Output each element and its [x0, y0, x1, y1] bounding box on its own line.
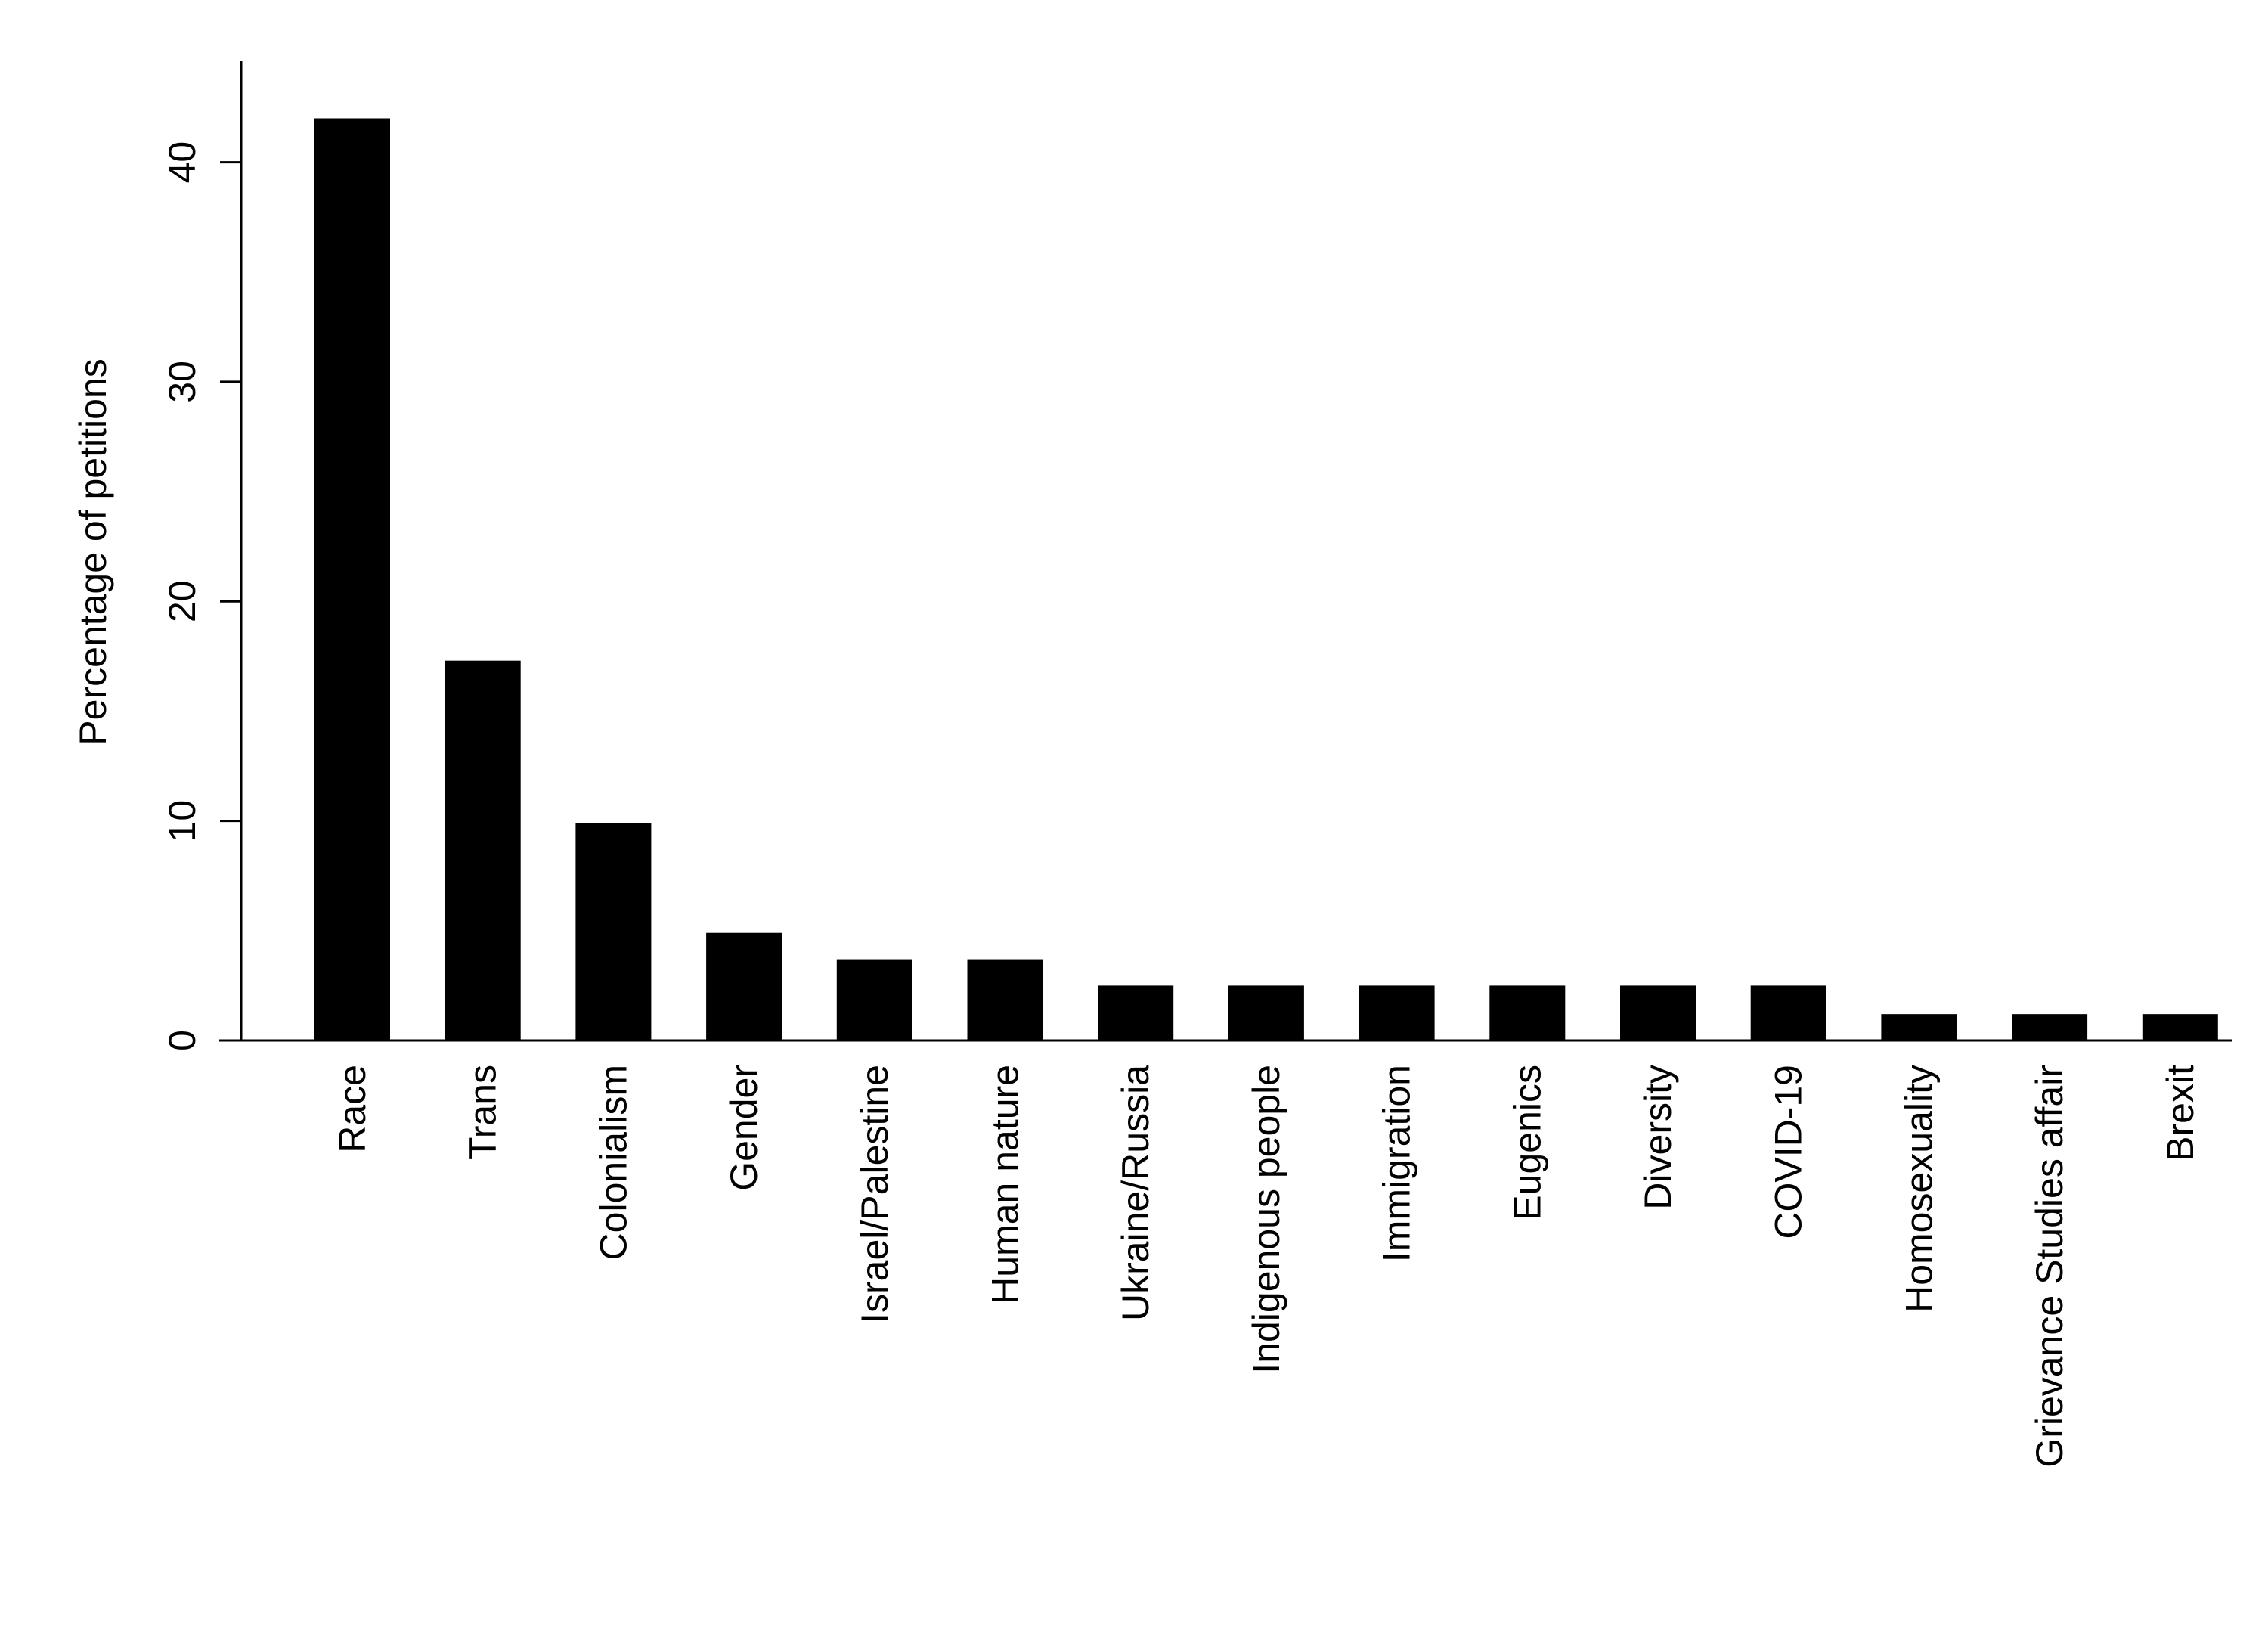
bar	[836, 959, 912, 1041]
bar	[314, 118, 390, 1041]
x-tick-label: Race	[331, 1065, 373, 1153]
bar	[1359, 985, 1435, 1041]
bar	[1620, 985, 1696, 1041]
x-tick-label: Immigration	[1376, 1065, 1418, 1262]
y-tick-label: 20	[161, 580, 203, 622]
bar	[967, 959, 1043, 1041]
bar	[1750, 985, 1826, 1041]
x-tick-label: COVID-19	[1768, 1065, 1810, 1239]
bar	[1228, 985, 1304, 1041]
x-tick-label: Human nature	[984, 1065, 1027, 1304]
bar	[1489, 985, 1566, 1041]
x-tick-label: Brexit	[2159, 1065, 2201, 1162]
bar	[445, 660, 521, 1041]
bar	[2012, 1014, 2088, 1041]
bar	[1881, 1014, 1957, 1041]
x-tick-label: Israel/Palestine	[854, 1065, 896, 1323]
x-tick-label: Grievance Studies affair	[2028, 1065, 2071, 1468]
y-tick-label: 40	[161, 141, 203, 184]
y-tick-label: 30	[161, 361, 203, 403]
y-axis-label: Percentage of petitions	[72, 358, 114, 745]
bar	[575, 823, 652, 1041]
x-tick-label: Indigenous people	[1245, 1065, 1287, 1374]
x-tick-label: Trans	[462, 1065, 504, 1160]
x-tick-label: Gender	[723, 1065, 765, 1191]
x-tick-label: Eugenics	[1506, 1065, 1548, 1220]
x-tick-label: Diversity	[1637, 1065, 1679, 1210]
y-tick-label: 0	[161, 1030, 203, 1051]
x-tick-label: Ukraine/Russia	[1114, 1065, 1157, 1321]
bar	[2142, 1014, 2218, 1041]
x-tick-label: Colonialism	[592, 1065, 634, 1260]
bar	[1098, 985, 1174, 1041]
y-tick-label: 10	[161, 800, 203, 842]
bar	[706, 932, 782, 1041]
x-tick-label: Homosexuality	[1898, 1065, 1940, 1313]
